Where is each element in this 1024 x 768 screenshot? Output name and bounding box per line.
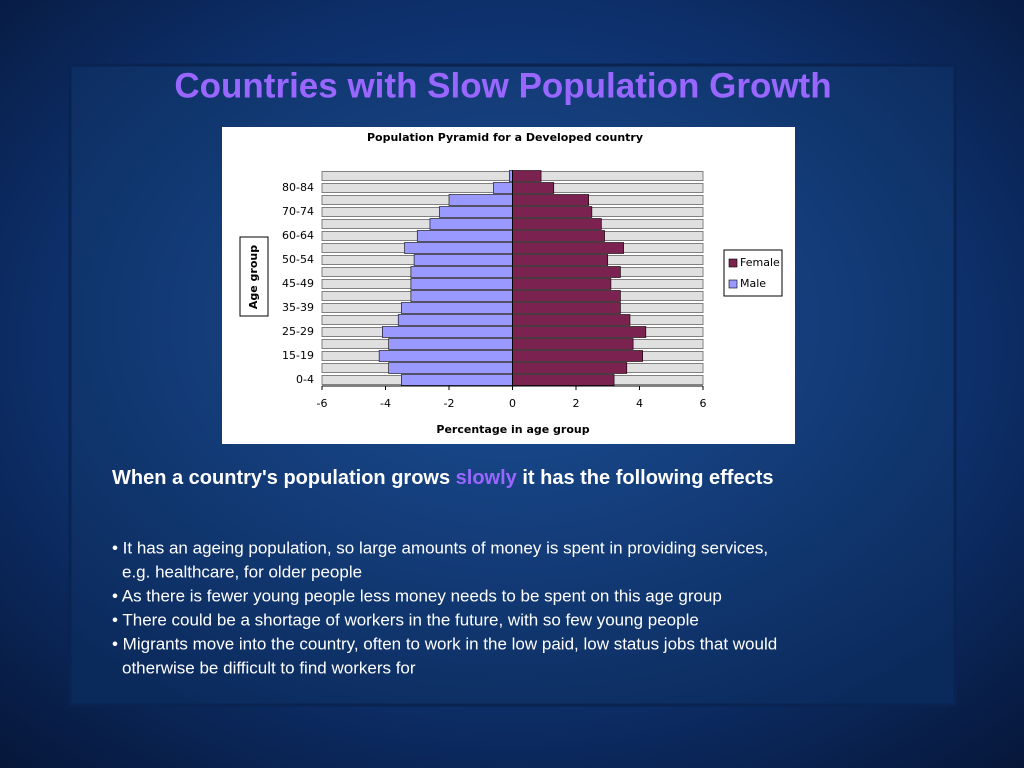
legend-label: Male: [740, 277, 766, 290]
slide-title: Countries with Slow Population Growth: [174, 66, 831, 105]
bar: [512, 350, 643, 362]
bar: [388, 362, 513, 374]
y-tick-label: 60-64: [282, 229, 314, 242]
legend-swatch: [728, 258, 738, 268]
bar: [439, 206, 513, 218]
legend-label: Female: [740, 256, 780, 269]
bar: [410, 266, 513, 278]
bar: [388, 338, 513, 350]
bar: [512, 230, 605, 242]
bar: [401, 374, 513, 386]
bullet-line: • There could be a shortage of workers i…: [112, 610, 699, 629]
x-tick-label: 6: [700, 397, 707, 410]
bullet-line: e.g. healthcare, for older people: [122, 562, 362, 581]
y-tick-label: 80-84: [282, 181, 314, 194]
bullet-line: • As there is fewer young people less mo…: [112, 586, 722, 605]
y-axis-label: Age group: [247, 245, 260, 309]
bar: [512, 338, 634, 350]
legend-swatch: [728, 279, 738, 289]
bar: [512, 218, 602, 230]
bar: [416, 230, 513, 242]
bar: [512, 206, 593, 218]
heading: When a country's population grows slowly…: [112, 467, 774, 489]
bar: [512, 242, 624, 254]
bar: [410, 290, 513, 302]
bar: [512, 362, 628, 374]
y-tick-label: 0-4: [296, 373, 314, 386]
y-label-box: [239, 236, 269, 317]
bar: [512, 278, 612, 290]
x-tick-label: -4: [380, 397, 391, 410]
bar: [512, 302, 621, 314]
x-tick-label: 4: [636, 397, 643, 410]
bar: [512, 266, 621, 278]
y-tick-label: 15-19: [282, 349, 314, 362]
bar: [382, 326, 513, 338]
bullet-list: • It has an ageing population, so large …: [112, 538, 777, 677]
bar: [448, 194, 513, 206]
x-tick-label: -6: [317, 397, 328, 410]
bar: [413, 254, 513, 266]
bar: [512, 314, 631, 326]
y-tick-label: 70-74: [282, 205, 314, 218]
y-tick-label: 45-49: [282, 277, 314, 290]
x-tick-label: -2: [444, 397, 455, 410]
bar: [512, 194, 589, 206]
bullet-line: • It has an ageing population, so large …: [112, 538, 768, 557]
bullet-line: otherwise be difficult to find workers f…: [122, 658, 416, 677]
bar: [397, 314, 513, 326]
x-axis-label: Percentage in age group: [436, 423, 589, 436]
bar: [512, 182, 555, 194]
x-tick-label: 2: [573, 397, 580, 410]
bar: [512, 374, 615, 386]
bar: [512, 290, 621, 302]
bar: [378, 350, 513, 362]
bar: [410, 278, 513, 290]
bar: [512, 326, 647, 338]
legend: [723, 249, 783, 297]
bar: [401, 302, 513, 314]
bar: [512, 170, 542, 182]
bar: [404, 242, 513, 254]
chart-title: Population Pyramid for a Developed count…: [367, 131, 643, 144]
x-tick-label: 0: [509, 397, 516, 410]
bar: [493, 182, 513, 194]
bar: [429, 218, 513, 230]
y-tick-label: 25-29: [282, 325, 314, 338]
y-tick-label: 35-39: [282, 301, 314, 314]
y-tick-label: 50-54: [282, 253, 314, 266]
bar: [512, 254, 609, 266]
bullet-line: • Migrants move into the country, often …: [112, 634, 777, 653]
